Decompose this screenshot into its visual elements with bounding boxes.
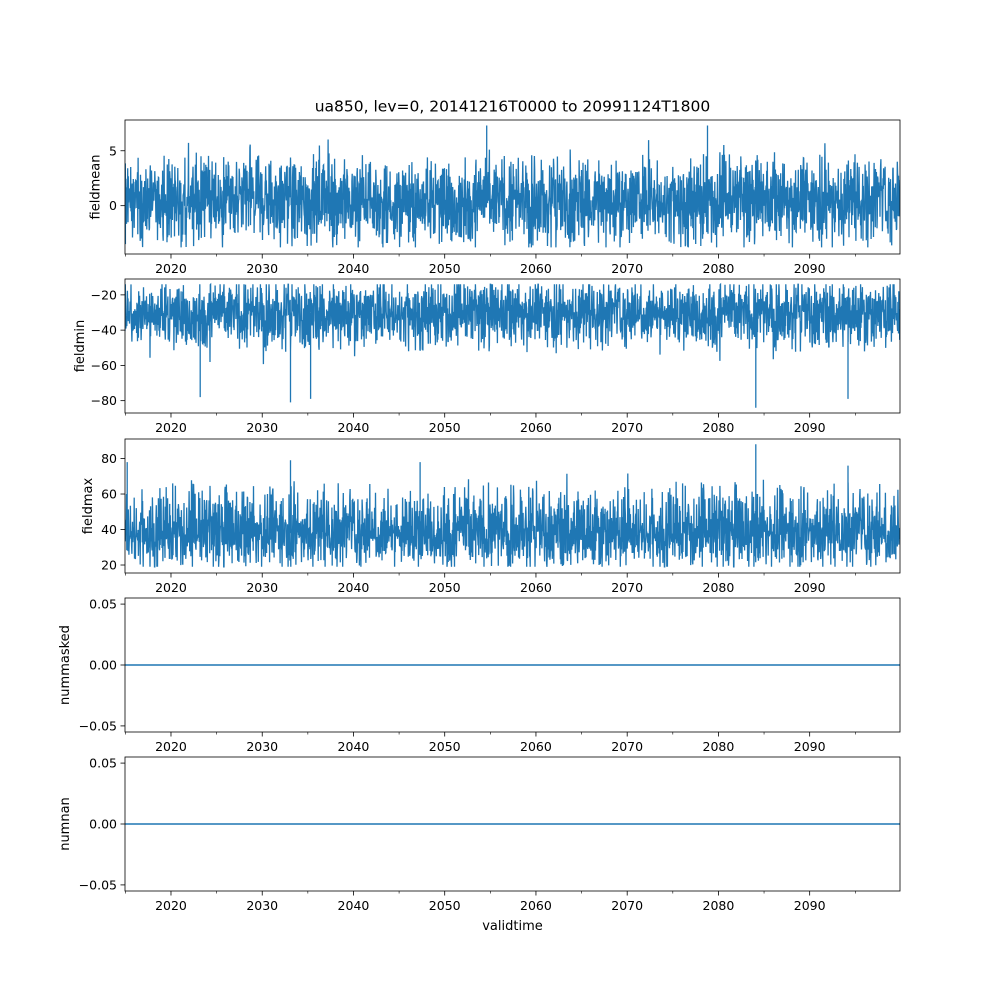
x-tick-label: 2080 [703,580,735,595]
y-tick-label: 0.00 [89,817,117,832]
panel-numnan: 2020 2030 2040 2050 2060 2070 2080 2090 −0.05 0.0… [58,756,901,913]
x-tick-label: 2030 [246,898,278,913]
x-tick-label: 2070 [611,580,643,595]
x-tick-label: 2030 [246,420,278,435]
x-tick-label: 2020 [155,898,187,913]
axes-frame-fieldmin [124,278,901,414]
y-tick-label: 60 [101,487,117,502]
y-axis-label: nummasked [58,625,73,705]
x-tick-label: 2020 [155,420,187,435]
x-tick-label: 2060 [520,420,552,435]
y-axis-label: numnan [58,797,73,851]
x-tick-label: 2050 [429,420,461,435]
x-tick-label: 2020 [155,261,187,276]
figure-title: ua850, lev=0, 20141216T0000 to 20991124T… [315,98,711,116]
y-axis-label: fieldmean [88,155,103,220]
y-tick-label: 0 [109,198,117,213]
x-tick-label: 2040 [338,898,370,913]
x-tick-label: 2050 [429,898,461,913]
x-axis-label: validtime [482,919,543,934]
panel-fieldmax: 2020 2030 2040 2050 2060 2070 2080 209020406080… [81,438,901,595]
x-tick-label: 2040 [338,261,370,276]
y-tick-label: 0.00 [89,658,117,673]
x-tick-label: 2070 [611,261,643,276]
x-tick-label: 2030 [246,261,278,276]
panel-fieldmin: 2020 2030 2040 2050 2060 2070 2080 2090 −80 −60 −4… [73,278,901,435]
y-tick-label: 0.05 [89,597,117,612]
x-tick-label: 2020 [155,739,187,754]
x-tick-label: 2070 [611,420,643,435]
x-tick-label: 2060 [520,580,552,595]
axes-frame-fieldmax [124,438,901,574]
x-tick-label: 2040 [338,739,370,754]
x-tick-label: 2030 [246,739,278,754]
x-tick-label: 2050 [429,261,461,276]
x-tick-label: 2050 [429,739,461,754]
y-tick-label: 80 [101,451,117,466]
x-tick-label: 2070 [611,739,643,754]
y-tick-label: 20 [101,558,117,573]
y-tick-label: −60 [91,358,117,373]
x-tick-label: 2090 [794,898,826,913]
x-tick-label: 2080 [703,898,735,913]
y-tick-label: −40 [91,323,117,338]
y-tick-label: −0.05 [79,718,117,733]
x-tick-label: 2090 [794,420,826,435]
x-tick-label: 2070 [611,898,643,913]
x-tick-label: 2020 [155,580,187,595]
x-tick-label: 2080 [703,739,735,754]
y-tick-label: 5 [109,143,117,158]
x-tick-label: 2060 [520,898,552,913]
panel-fieldmean: 2020 2030 2040 2050 2060 2070 2080 2090 0 5 fieldm… [88,119,901,276]
x-tick-label: 2090 [794,739,826,754]
x-tick-label: 2090 [794,261,826,276]
panel-nummasked: 2020 2030 2040 2050 2060 2070 2080 2090 −0.05 0.0… [58,597,901,754]
x-tick-label: 2030 [246,580,278,595]
x-tick-label: 2040 [338,420,370,435]
y-tick-label: 0.05 [89,756,117,771]
x-tick-label: 2060 [520,261,552,276]
x-tick-label: 2040 [338,580,370,595]
y-tick-label: −80 [91,393,117,408]
y-tick-label: 40 [101,522,117,537]
x-tick-label: 2080 [703,261,735,276]
x-tick-label: 2090 [794,580,826,595]
y-axis-label: fieldmin [73,320,88,373]
x-tick-label: 2050 [429,580,461,595]
y-axis-label: fieldmax [81,478,96,535]
y-tick-label: −0.05 [79,877,117,892]
y-tick-label: −20 [91,287,117,302]
x-tick-label: 2080 [703,420,735,435]
series-line-fieldmax [125,444,900,568]
x-tick-label: 2060 [520,739,552,754]
series-line-fieldmin [125,282,900,408]
axes-frame-fieldmean [124,119,901,255]
